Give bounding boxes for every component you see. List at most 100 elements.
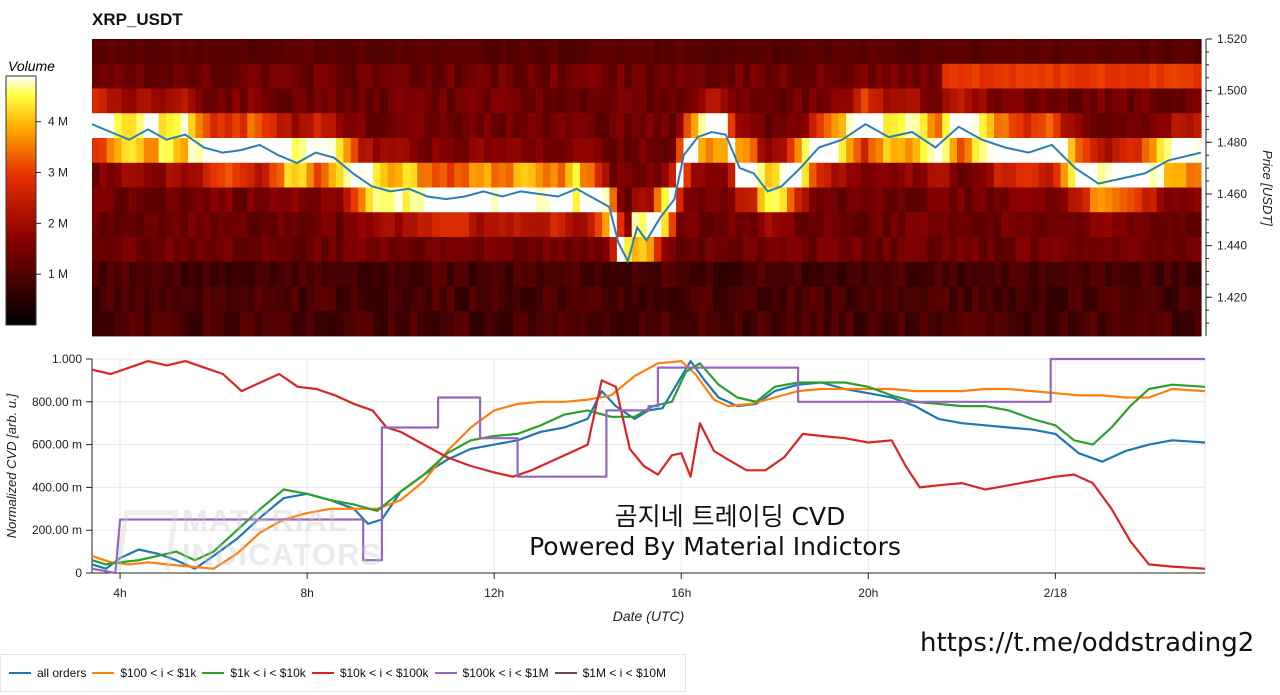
legend-item[interactable]: all orders [9, 666, 86, 680]
heatmap-cell [668, 162, 677, 188]
heatmap-cell [276, 311, 285, 337]
heatmap-cell [831, 113, 840, 139]
heatmap-cell [912, 212, 921, 238]
heatmap-cell [232, 187, 241, 213]
heatmap-cell [380, 162, 389, 188]
heatmap-cell [313, 237, 322, 263]
heatmap-cell [313, 212, 322, 238]
heatmap-cell [631, 237, 640, 263]
heatmap-cell [979, 286, 988, 312]
heatmap-cell [106, 162, 115, 188]
heatmap-cell [417, 311, 426, 337]
heatmap-cell [579, 261, 588, 287]
heatmap-cell [483, 162, 492, 188]
heatmap-cell [720, 212, 729, 238]
heatmap-cell [262, 187, 271, 213]
heatmap-cell [838, 261, 847, 287]
heatmap-cell [432, 113, 441, 139]
heatmap-cell [964, 138, 973, 164]
heatmap-cell [986, 39, 995, 65]
heatmap-cell [328, 63, 337, 89]
heatmap-cell [779, 286, 788, 312]
heatmap-cell [528, 138, 537, 164]
heatmap-cell [1023, 39, 1032, 65]
heatmap-cell [779, 187, 788, 213]
heatmap-cell [239, 261, 248, 287]
heatmap-cell [868, 162, 877, 188]
heatmap-cell [1141, 39, 1150, 65]
heatmap-cell [698, 162, 707, 188]
heatmap-cell [557, 63, 566, 89]
heatmap-cell [1030, 311, 1039, 337]
heatmap-cell [1023, 286, 1032, 312]
heatmap-cell [387, 187, 396, 213]
heatmap-cell [1008, 261, 1017, 287]
heatmap-cell [202, 187, 211, 213]
heatmap-cell [713, 286, 722, 312]
legend-item[interactable]: $1k < i < $10k [202, 666, 306, 680]
heatmap-cell [520, 212, 529, 238]
heatmap-cell [439, 286, 448, 312]
heatmap-cell [772, 237, 781, 263]
heatmap-cell [646, 311, 655, 337]
heatmap-cell [764, 261, 773, 287]
heatmap-cell [136, 311, 145, 337]
heatmap-cell [579, 187, 588, 213]
heatmap-cell [949, 187, 958, 213]
heatmap-cell [1030, 88, 1039, 114]
x-tick-label: 20h [858, 586, 878, 600]
heatmap-cell [321, 237, 330, 263]
heatmap-cell [395, 237, 404, 263]
heatmap-cell [217, 138, 226, 164]
heatmap-cell [624, 113, 633, 139]
heatmap-cell [661, 212, 670, 238]
heatmap-cell [720, 237, 729, 263]
heatmap-cell [1119, 212, 1128, 238]
heatmap-cell [579, 162, 588, 188]
heatmap-cell [964, 261, 973, 287]
heatmap-cell [838, 212, 847, 238]
heatmap-cell [269, 88, 278, 114]
heatmap-cell [616, 63, 625, 89]
heatmap-cell [491, 113, 500, 139]
heatmap-cell [417, 162, 426, 188]
heatmap-cell [180, 113, 189, 139]
legend-item[interactable]: $100k < i < $1M [434, 666, 549, 680]
heatmap-cell [949, 237, 958, 263]
heatmap-cell [801, 63, 810, 89]
heatmap-cell [409, 212, 418, 238]
heatmap-cell [927, 88, 936, 114]
heatmap-cell [846, 39, 855, 65]
heatmap-cell [121, 212, 130, 238]
heatmap-cell [594, 311, 603, 337]
heatmap-cell [321, 187, 330, 213]
legend-item[interactable]: $100 < i < $1k [92, 666, 196, 680]
legend-item[interactable]: $10k < i < $100k [311, 666, 429, 680]
heatmap-cell [624, 162, 633, 188]
heatmap-cell [380, 286, 389, 312]
telegram-link[interactable]: https://t.me/oddstrading2 [920, 628, 1255, 658]
heatmap-cell [616, 113, 625, 139]
heatmap-cell [417, 187, 426, 213]
heatmap-cell [1038, 311, 1047, 337]
heatmap-cell [328, 261, 337, 287]
heatmap-cell [239, 138, 248, 164]
heatmap-cell [860, 237, 869, 263]
heatmap-cell [173, 138, 182, 164]
heatmap-cell [195, 162, 204, 188]
heatmap-cell [92, 212, 100, 238]
heatmap-cell [469, 187, 478, 213]
heatmap-cell [587, 162, 596, 188]
heatmap-cell [1178, 63, 1187, 89]
legend-item[interactable]: $1M < i < $10M [554, 666, 666, 680]
heatmap-cell [498, 88, 507, 114]
heatmap-cell [735, 162, 744, 188]
heatmap-cell [284, 39, 293, 65]
heatmap-cell [779, 113, 788, 139]
heatmap-cell [831, 286, 840, 312]
heatmap-cell [528, 311, 537, 337]
heatmap-cell [498, 212, 507, 238]
heatmap-cell [602, 63, 611, 89]
heatmap-cell [217, 212, 226, 238]
heatmap-cell [1164, 39, 1173, 65]
